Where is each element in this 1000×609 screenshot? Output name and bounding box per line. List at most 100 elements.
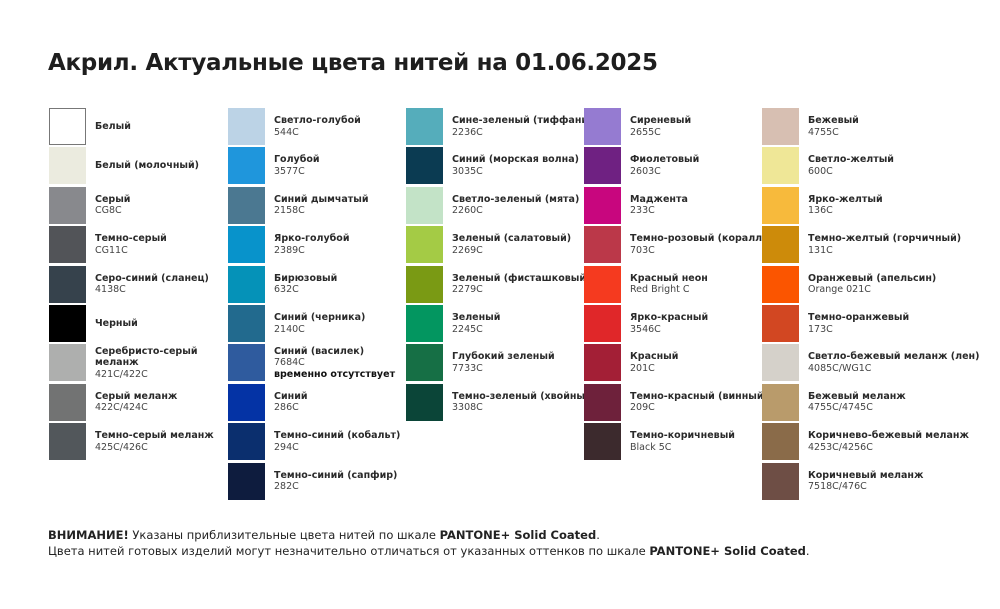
- color-name: Синий (черника): [274, 312, 366, 323]
- color-label: Красный 201C: [630, 344, 678, 381]
- color-label: Бирюзовый 632C: [274, 266, 337, 303]
- color-label: Зеленый (фисташковый) 2279C: [452, 266, 590, 303]
- color-item: Красный неон Red Bright C: [584, 265, 759, 303]
- color-swatch: [762, 423, 799, 461]
- color-name: Серый меланж: [95, 390, 178, 402]
- color-name: Ярко-желтый: [808, 193, 883, 205]
- color-swatch: [406, 186, 443, 224]
- color-name: Ярко-красный: [630, 312, 709, 323]
- color-item: Глубокий зеленый 7733C: [406, 344, 581, 382]
- color-name: Коричневый меланж: [808, 469, 924, 481]
- color-name: Бежевый: [808, 115, 859, 126]
- color-item: Темно-желтый (горчичный) 131C: [762, 226, 961, 264]
- color-item: Сине-зеленый (тиффани) 2236C: [406, 108, 592, 145]
- color-swatch: [49, 186, 86, 224]
- color-item: Коричневый меланж 7518C/476C: [762, 462, 937, 500]
- pantone-code: CG8C: [95, 205, 122, 217]
- color-item: Серебристо-серый меланж 421C/422C: [49, 344, 224, 382]
- footer-text: .: [596, 528, 600, 542]
- warning-label: ВНИМАНИЕ!: [48, 528, 129, 542]
- color-item: Сиреневый 2655C: [584, 108, 759, 145]
- color-label: Маджента 233C: [630, 187, 688, 224]
- color-label: Синий (черника) 2140C: [274, 305, 365, 342]
- color-label: Светло-голубой 544C: [274, 108, 361, 145]
- pantone-code: 4138C: [95, 284, 126, 296]
- color-name: Голубой: [274, 154, 320, 166]
- color-item: Синий (василек) 7684C временно отсутствует: [228, 344, 403, 382]
- color-swatch: [762, 108, 799, 145]
- color-label: Темно-серый CG11C: [95, 226, 167, 263]
- color-label: Синий дымчатый 2158C: [274, 187, 369, 224]
- color-item: Серый CG8C: [49, 186, 224, 224]
- color-name: Темно-зеленый (хвойный): [452, 390, 597, 402]
- color-name: Белый: [95, 120, 131, 132]
- footer-text: Цвета нитей готовых изделий могут незнач…: [48, 544, 650, 558]
- color-swatch: [228, 305, 265, 342]
- pantone-code: 3308C: [452, 402, 483, 414]
- color-label: Сиреневый 2655C: [630, 108, 691, 145]
- color-swatch: [49, 383, 86, 421]
- color-label: Темно-розовый (коралл) 703C: [630, 226, 766, 263]
- color-item: Фиолетовый 2603C: [584, 147, 759, 185]
- color-item: Коричнево-бежевый меланж 4253C/4256C: [762, 423, 969, 461]
- color-label: Голубой 3577C: [274, 147, 320, 184]
- footer-note: ВНИМАНИЕ! Указаны приблизительные цвета …: [48, 527, 810, 559]
- pantone-code: Black 5C: [630, 441, 672, 453]
- color-item: Черный: [49, 305, 224, 342]
- color-label: Бежевый меланж 4755C/4745C: [808, 384, 906, 421]
- color-swatch: [584, 226, 621, 264]
- color-swatch: [228, 108, 265, 145]
- color-item: Бежевый 4755C: [762, 108, 937, 145]
- color-name: Светло-желтый: [808, 154, 894, 166]
- color-item: Темно-розовый (коралл) 703C: [584, 226, 766, 264]
- color-swatch: [228, 186, 265, 224]
- color-label: Коричневый меланж 7518C/476C: [808, 463, 923, 500]
- pantone-code: 7733C: [452, 362, 483, 374]
- color-item: Темно-красный (винный) 209C: [584, 383, 768, 421]
- pantone-code: 2389C: [274, 244, 305, 256]
- color-name: Синий (василек): [274, 345, 365, 357]
- color-name: Темно-розовый (коралл): [630, 233, 767, 245]
- color-name: Темно-красный (винный): [630, 390, 768, 402]
- color-label: Темно-желтый (горчичный) 131C: [808, 226, 961, 263]
- pantone-code: 233C: [630, 205, 655, 217]
- color-swatch: [584, 344, 621, 382]
- pantone-code: 544C: [274, 126, 299, 138]
- color-name: Сиреневый: [630, 115, 692, 126]
- color-name: Черный: [95, 317, 138, 329]
- availability-note: временно отсутствует: [274, 368, 396, 380]
- color-swatch: [762, 383, 799, 421]
- footer-text: .: [805, 544, 810, 558]
- pantone-code: 282C: [274, 481, 299, 493]
- color-item: Бирюзовый 632C: [228, 265, 403, 303]
- pantone-code: 703C: [630, 244, 655, 256]
- color-label: Зеленый (салатовый) 2269C: [452, 226, 571, 263]
- color-name: Темно-серый: [95, 233, 167, 245]
- color-name: Синий дымчатый: [274, 193, 369, 205]
- color-swatch: [406, 383, 443, 421]
- color-name: Маджента: [630, 193, 688, 205]
- color-label: Белый: [95, 108, 131, 145]
- color-item: Синий 286C: [228, 383, 403, 421]
- color-item: Белый: [49, 108, 224, 145]
- color-label: Фиолетовый 2603C: [630, 147, 699, 184]
- color-label: Красный неон Red Bright C: [630, 266, 708, 303]
- pantone-code: 2603C: [630, 165, 661, 177]
- color-label: Оранжевый (апельсин) Orange 021C: [808, 266, 936, 303]
- pantone-code: 286C: [274, 402, 299, 414]
- page-title: Акрил. Актуальные цвета нитей на 01.06.2…: [48, 50, 658, 76]
- color-swatch: [584, 108, 621, 145]
- color-item: Темно-оранжевый 173C: [762, 305, 937, 342]
- color-name: Зеленый (фисташковый): [452, 272, 591, 284]
- color-label: Темно-зеленый (хвойный) 3308C: [452, 384, 596, 421]
- color-name: Светло-голубой: [274, 115, 361, 126]
- pantone-code: 173C: [808, 323, 833, 335]
- pantone-code: 421C/422C: [95, 368, 148, 380]
- color-swatch: [228, 147, 265, 185]
- color-label: Серый меланж 422C/424C: [95, 384, 177, 421]
- color-item: Красный 201C: [584, 344, 759, 382]
- footer-line-1: ВНИМАНИЕ! Указаны приблизительные цвета …: [48, 527, 810, 543]
- pantone-code: 425C/426C: [95, 441, 148, 453]
- color-swatch: [762, 462, 799, 500]
- color-item: Темно-зеленый (хвойный) 3308C: [406, 383, 596, 421]
